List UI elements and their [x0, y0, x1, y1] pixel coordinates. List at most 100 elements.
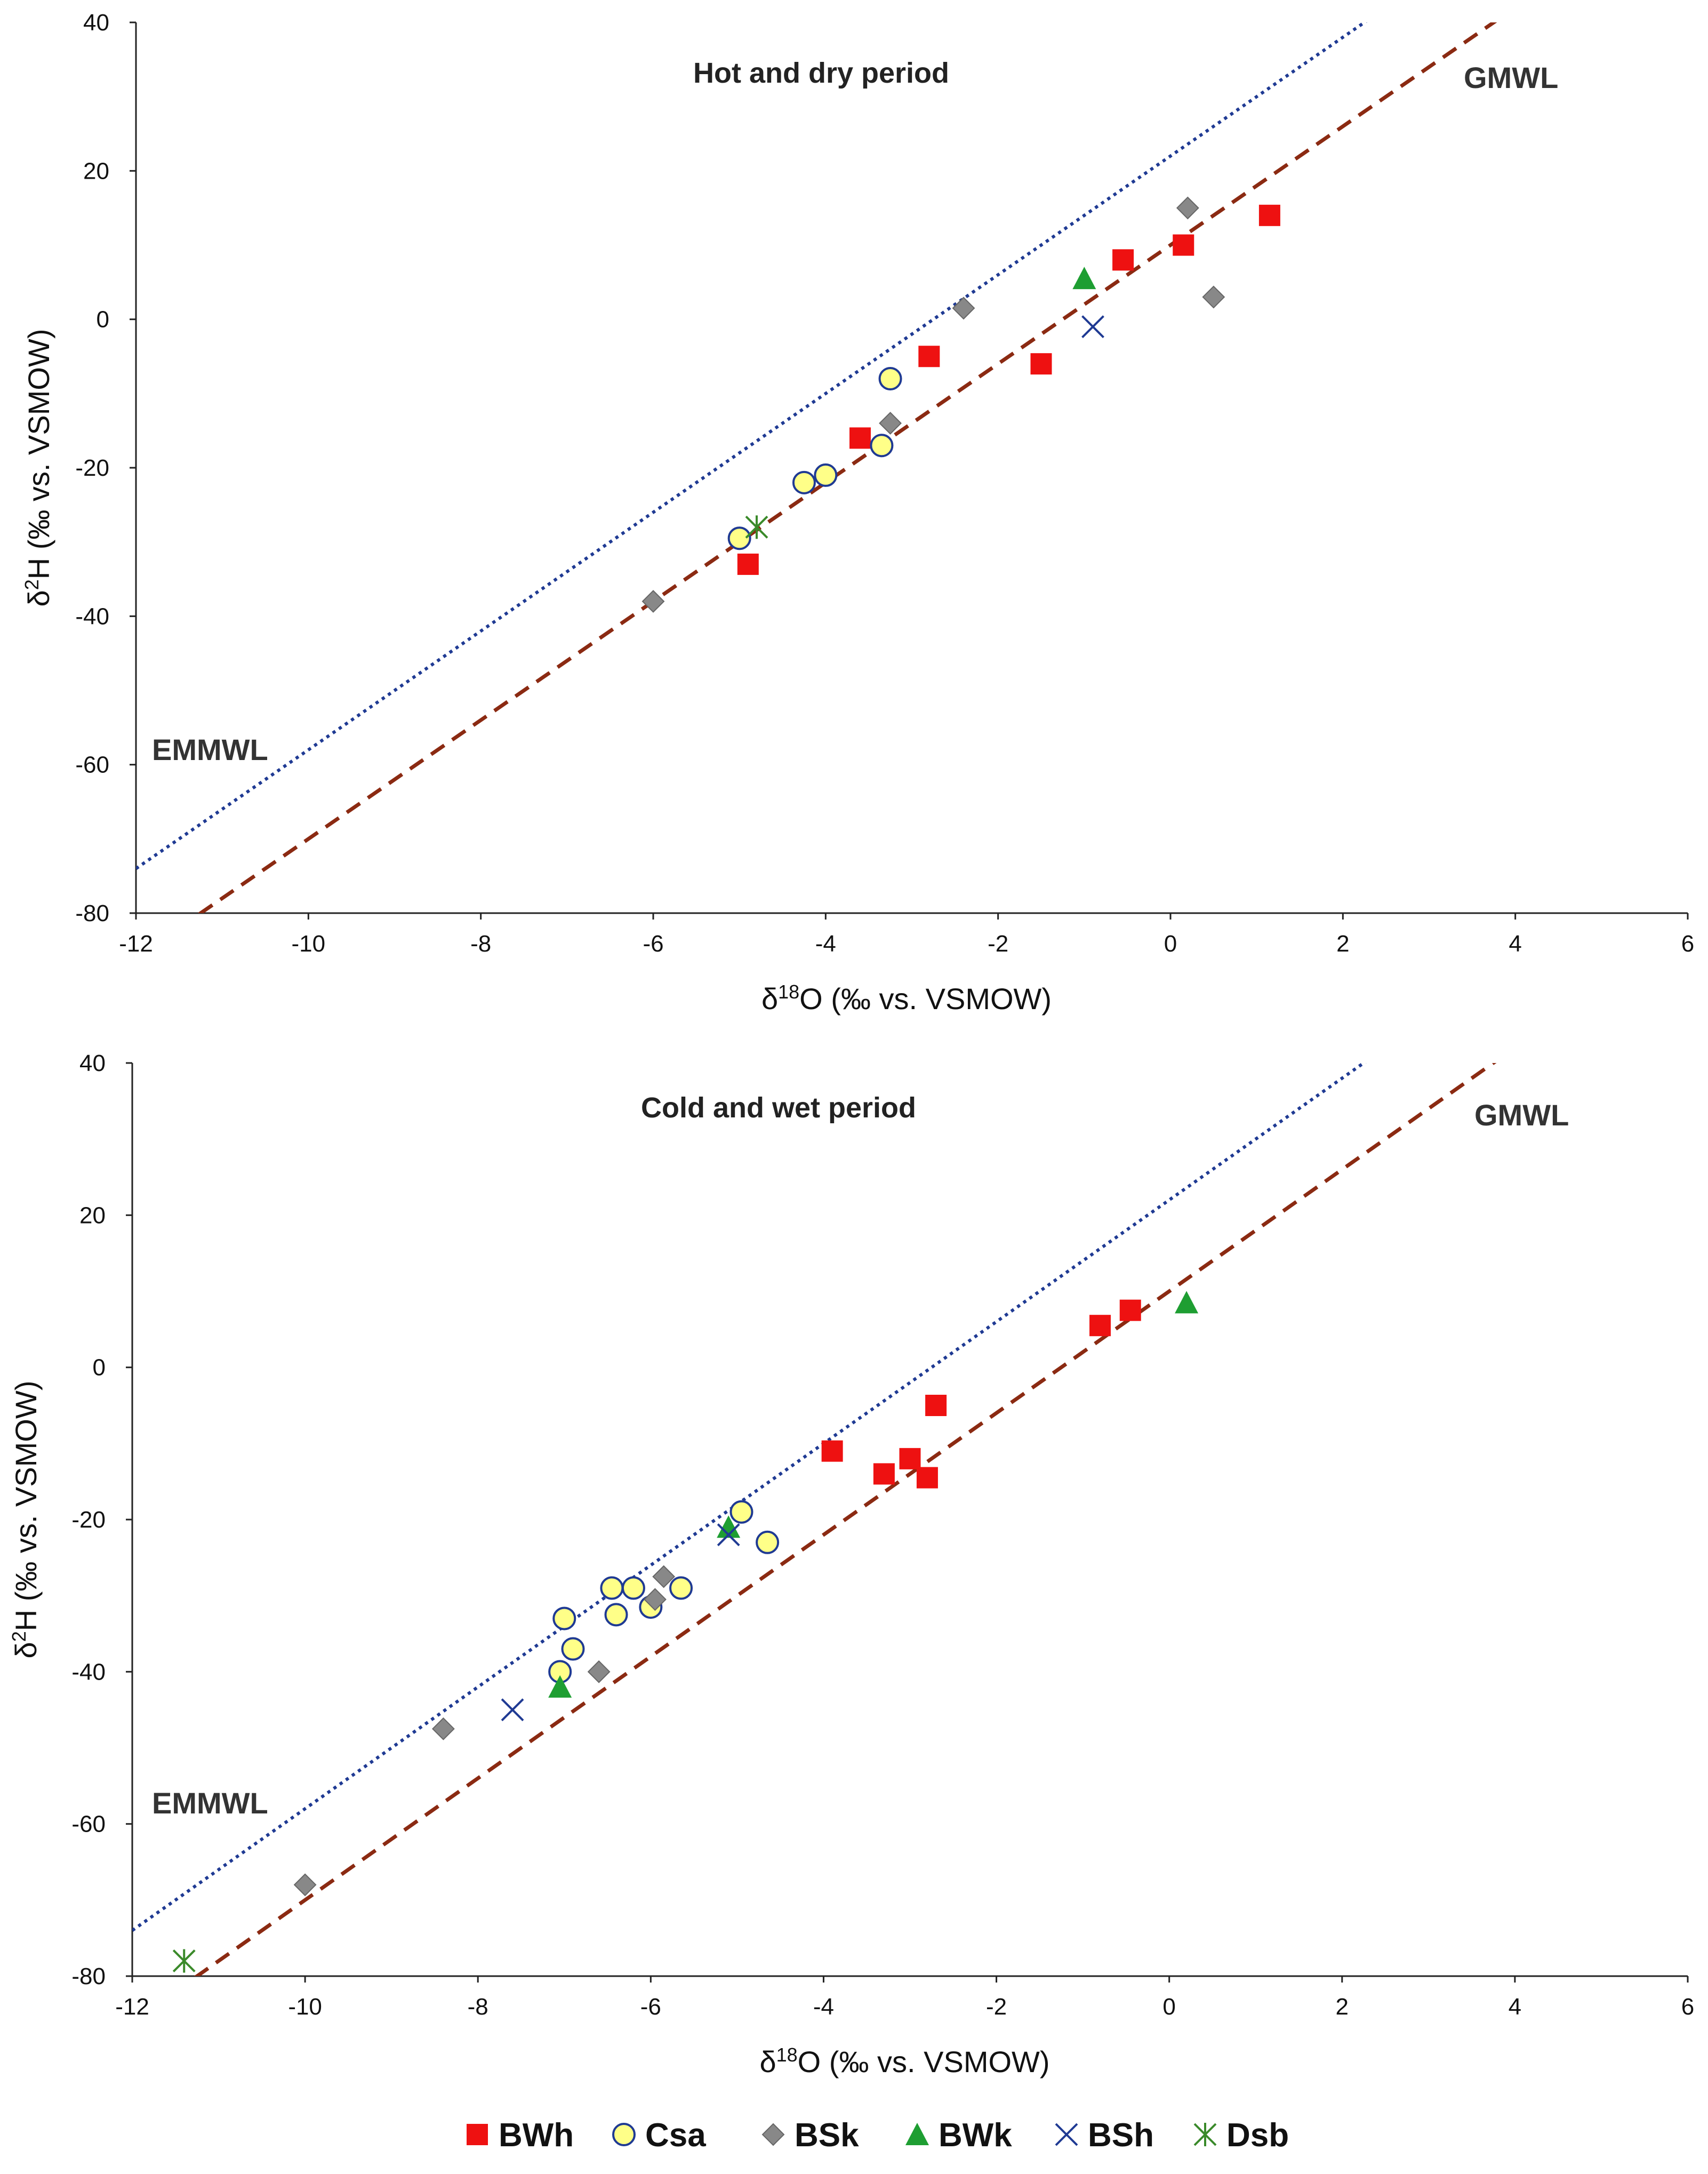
y-tick-label: -60: [75, 752, 109, 778]
point-csa: [621, 1576, 645, 1600]
point-bsh: [501, 1698, 524, 1722]
point-bwh: [918, 346, 940, 367]
period-title: Hot and dry period: [693, 57, 949, 89]
point-bsk: [1176, 196, 1199, 220]
point-bwk: [548, 1675, 572, 1698]
point-csa: [604, 1603, 628, 1627]
y-axis-label-sup: 2: [21, 579, 43, 590]
x-axis-label-sup: 18: [776, 2044, 798, 2066]
point-dsb: [745, 515, 768, 539]
legend-marker-dsb: [1193, 2123, 1217, 2146]
point-bsk: [952, 297, 975, 320]
point-bsh: [1081, 315, 1104, 338]
point-csa: [870, 434, 894, 458]
x-tick-label: -8: [468, 1994, 488, 2020]
line-emmwl: [136, 22, 1368, 870]
x-axis-label: δ18O (‰ vs. VSMOW): [759, 2044, 1049, 2079]
point-bsh-stroke-b: [501, 1698, 524, 1722]
point-csa: [878, 367, 902, 390]
point-bwk: [1072, 267, 1096, 290]
point-csa: [600, 1576, 624, 1600]
point-bsk: [293, 1873, 317, 1897]
y-tick-label: -20: [71, 1507, 106, 1533]
gmwl-label: GMWL: [1464, 61, 1558, 94]
legend-label-bsk: BSk: [795, 2117, 859, 2154]
y-axis-label-suffix: H (‰ vs. VSMOW): [22, 329, 55, 580]
legend-label-bsh: BSh: [1088, 2117, 1154, 2154]
point-bsk: [652, 1565, 676, 1588]
y-axis-label-suffix: H (‰ vs. VSMOW): [9, 1381, 43, 1632]
x-tick-label: -4: [815, 931, 836, 957]
legend-marker-bsh-stroke-b: [1055, 2123, 1078, 2146]
emmwl-label: EMMWL: [152, 733, 268, 766]
point-csa: [561, 1637, 585, 1661]
x-tick-label: -10: [292, 931, 326, 957]
y-axis-label-sup: 2: [8, 1631, 30, 1642]
legend-label-csa: Csa: [645, 2117, 706, 2154]
legend-marker-bwk: [905, 2123, 929, 2145]
point-bwh: [737, 553, 759, 575]
point-bsh-stroke-b: [717, 1523, 740, 1546]
line-gmwl: [194, 1063, 1497, 1976]
y-tick-label: -80: [71, 1963, 106, 1989]
gmwl-label: GMWL: [1474, 1098, 1569, 1132]
point-bwh: [1030, 353, 1052, 375]
legend: BWh Csa BSk BWk BSh Dsb: [467, 2117, 1289, 2154]
point-bsk: [644, 1588, 667, 1611]
point-bsk: [1202, 285, 1225, 309]
y-tick-label: -40: [75, 603, 109, 629]
panel-cold-wet: -12 -10 -8 -6 -4 -2 0 2 4 6-80-60-40-2002040δ18O …: [8, 1050, 1694, 2079]
y-tick-label: -40: [71, 1659, 106, 1685]
y-tick-label: 20: [79, 1202, 106, 1228]
point-bwh: [925, 1395, 947, 1416]
point-bwh: [1112, 249, 1134, 271]
point-csa: [756, 1530, 780, 1554]
x-axis-label-sup: 18: [778, 981, 799, 1003]
x-tick-label: 2: [1336, 1994, 1349, 2020]
x-tick-label: 0: [1164, 931, 1177, 957]
x-tick-label: -4: [813, 1994, 834, 2020]
x-tick-label: -12: [115, 1994, 149, 2020]
point-bwh: [873, 1463, 895, 1485]
x-tick-label: 6: [1681, 1994, 1694, 2020]
point-csa: [727, 526, 751, 550]
y-tick-label: -80: [75, 900, 109, 926]
y-tick-label: 40: [79, 1050, 106, 1076]
legend-marker-bsk: [761, 2123, 785, 2146]
x-tick-label: -10: [288, 1994, 322, 2020]
legend-label-bwh: BWh: [499, 2117, 574, 2154]
point-csa: [552, 1606, 576, 1630]
x-axis-label-prefix: δ: [759, 2045, 776, 2079]
point-bwh: [899, 1448, 921, 1469]
y-tick-label: 20: [83, 158, 109, 184]
emmwl-label: EMMWL: [152, 1786, 268, 1820]
point-bwh: [849, 427, 871, 449]
x-axis-label-prefix: δ: [761, 982, 778, 1016]
legend-label-dsb: Dsb: [1226, 2117, 1289, 2154]
point-csa: [792, 470, 816, 494]
point-bsk: [587, 1660, 611, 1683]
x-tick-label: 4: [1509, 1994, 1521, 2020]
legend-marker-bwh: [467, 2124, 488, 2145]
point-bwk: [1175, 1291, 1199, 1314]
y-axis-label: δ2H (‰ vs. VSMOW): [8, 1381, 43, 1659]
y-tick-label: -60: [71, 1811, 106, 1837]
x-tick-label: -2: [988, 931, 1008, 957]
x-tick-label: 6: [1681, 931, 1694, 957]
x-tick-label: -8: [470, 931, 491, 957]
x-tick-label: -2: [986, 1994, 1007, 2020]
x-axis-label-suffix: O (‰ vs. VSMOW): [798, 2045, 1050, 2079]
point-bsk: [641, 590, 665, 613]
x-axis-label-suffix: O (‰ vs. VSMOW): [799, 982, 1052, 1016]
point-bsk: [879, 412, 902, 435]
y-axis-label-prefix: δ: [22, 590, 55, 606]
y-tick-label: 40: [83, 10, 109, 36]
line-gmwl: [197, 22, 1497, 913]
legend-marker-bsh: [1055, 2123, 1078, 2146]
point-bwh: [821, 1440, 843, 1462]
legend-marker-csa: [612, 2123, 636, 2146]
point-bwh: [1119, 1299, 1141, 1321]
x-tick-label: -6: [643, 931, 663, 957]
point-csa: [669, 1576, 693, 1600]
